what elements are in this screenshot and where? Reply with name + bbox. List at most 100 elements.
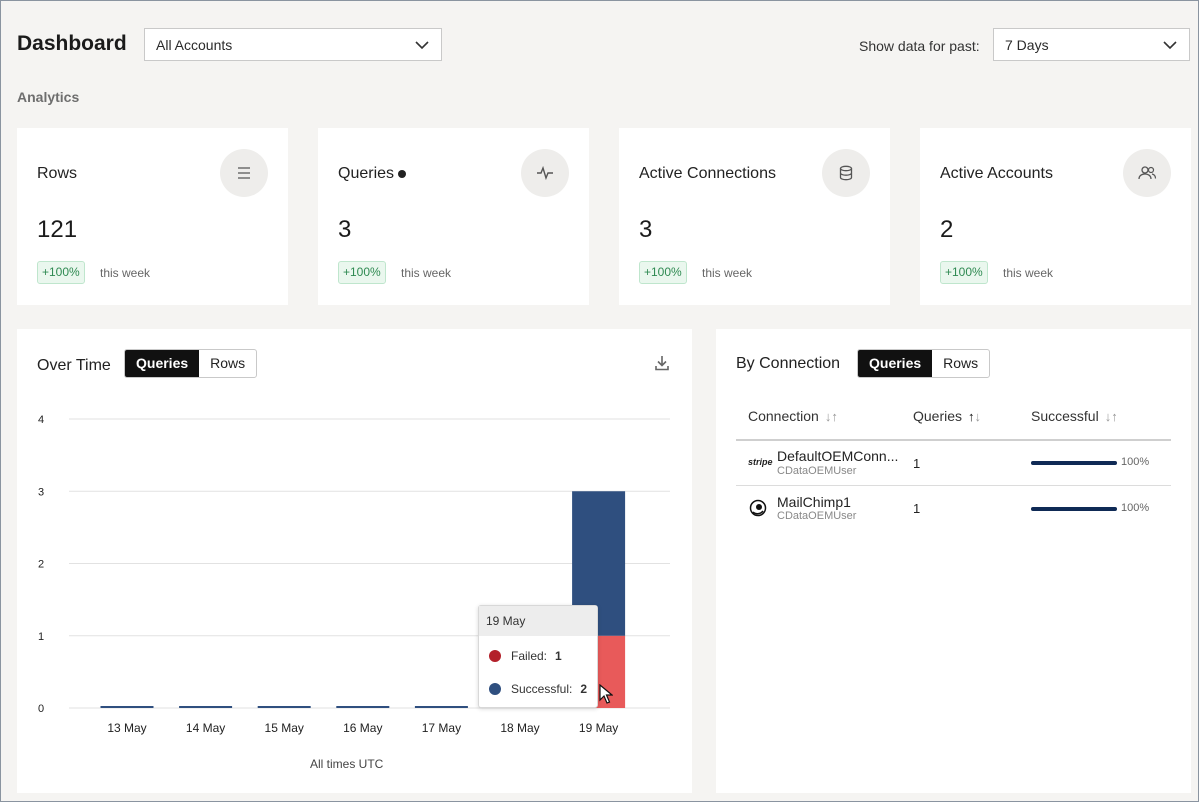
toggle-rows[interactable]: Rows	[210, 355, 246, 371]
kpi-value: 3	[338, 216, 352, 243]
column-header-label: Connection	[748, 408, 819, 424]
pulse-icon	[521, 149, 569, 197]
column-header-connection[interactable]: Connection ↓↑	[748, 408, 838, 424]
toggle-queries[interactable]: Queries	[125, 350, 200, 377]
success-percent: 100%	[1121, 502, 1150, 514]
kpi-badge: +100%	[940, 261, 988, 284]
toggle-queries[interactable]: Queries	[858, 350, 933, 377]
range-label: Show data for past:	[859, 38, 980, 54]
tooltip-label: Failed:	[511, 649, 548, 663]
success-bar-fill	[1031, 507, 1117, 511]
kpi-title: Queries	[338, 165, 407, 183]
tooltip-row-successful: Successful: 2	[489, 682, 587, 696]
info-icon[interactable]	[398, 170, 407, 178]
kpi-period: this week	[401, 266, 452, 280]
connection-name: DefaultOEMConn...	[777, 448, 899, 464]
bar-baseline	[257, 706, 311, 708]
connection-queries: 1	[913, 501, 921, 516]
kpi-value: 3	[639, 216, 653, 243]
stripe-logo: stripe	[748, 457, 773, 467]
bar-baseline	[179, 706, 233, 708]
success-bar	[1031, 507, 1117, 511]
kpi-card-active-accounts: Active Accounts 2 +100% this week	[920, 128, 1191, 305]
bar-baseline	[414, 706, 468, 708]
successful-dot-icon	[489, 683, 501, 695]
bar-baseline	[336, 706, 390, 708]
users-icon	[1123, 149, 1171, 197]
x-tick-label: 15 May	[265, 721, 304, 735]
account-select[interactable]: All Accounts	[144, 28, 442, 61]
connection-user: CDataOEMUser	[777, 510, 857, 522]
bar-baseline	[100, 706, 154, 708]
tooltip-label: Successful:	[511, 682, 573, 696]
tooltip-date: 19 May	[479, 606, 597, 636]
y-tick-label: 1	[38, 631, 44, 643]
by-connection-toggle: Queries Rows	[857, 349, 991, 378]
success-percent: 100%	[1121, 456, 1150, 468]
row-divider	[736, 485, 1171, 486]
kpi-period: this week	[702, 266, 753, 280]
kpi-card-active-connections: Active Connections 3 +100% this week	[619, 128, 890, 305]
queries-over-time-chart: 0 1 2 3 4 13 May 14 May 15 May 16 May 17 May 18 Ma…	[38, 414, 670, 735]
by-connection-card: By Connection Queries Rows Connection ↓↑ …	[716, 329, 1191, 793]
kpi-card-queries: Queries 3 +100% this week	[318, 128, 589, 305]
x-tick-label: 18 May	[500, 721, 539, 735]
cursor-icon	[599, 684, 613, 704]
x-tick-label: 19 May	[579, 721, 618, 735]
sort-icon: ↓↑	[824, 409, 838, 424]
download-icon[interactable]	[654, 355, 670, 371]
kpi-title-text: Queries	[338, 165, 395, 182]
range-select[interactable]: 7 Days	[993, 28, 1190, 61]
by-connection-title: By Connection	[736, 355, 841, 372]
over-time-card: Over Time Queries Rows 0 1 2 3 4 13 May 14 May…	[17, 329, 692, 793]
over-time-title: Over Time	[37, 357, 111, 374]
kpi-badge: +100%	[338, 261, 386, 284]
account-select-value: All Accounts	[156, 36, 233, 53]
top-bar: Dashboard All Accounts Show data for pas…	[1, 1, 1199, 91]
toggle-rows[interactable]: Rows	[943, 355, 979, 371]
kpi-period: this week	[1003, 266, 1054, 280]
y-tick-label: 0	[38, 703, 44, 715]
mailchimp-icon	[749, 499, 767, 517]
kpi-title: Active Connections	[639, 165, 776, 182]
x-tick-label: 17 May	[422, 721, 461, 735]
kpi-badge: +100%	[639, 261, 687, 284]
kpi-period: this week	[100, 266, 151, 280]
success-bar	[1031, 461, 1117, 465]
failed-dot-icon	[489, 650, 501, 662]
sort-active-icon: ↑↓	[968, 409, 982, 424]
tooltip-row-failed: Failed: 1	[489, 649, 562, 663]
kpi-title: Rows	[37, 165, 78, 182]
range-select-value: 7 Days	[1005, 36, 1049, 53]
kpi-title: Active Accounts	[940, 165, 1053, 182]
x-tick-label: 14 May	[186, 721, 225, 735]
column-header-label: Successful	[1031, 408, 1099, 424]
x-tick-label: 13 May	[107, 721, 146, 735]
x-tick-label: 16 May	[343, 721, 382, 735]
y-tick-label: 3	[38, 486, 44, 498]
over-time-toggle: Queries Rows	[124, 349, 258, 378]
chevron-down-icon	[1163, 40, 1177, 49]
sort-icon: ↓↑	[1104, 409, 1118, 424]
y-tick-label: 2	[38, 559, 44, 571]
table-header-divider	[736, 439, 1171, 441]
database-icon	[822, 149, 870, 197]
chart-footer: All times UTC	[310, 757, 384, 771]
connection-user: CDataOEMUser	[777, 465, 857, 477]
y-tick-label: 4	[38, 414, 44, 426]
tooltip-value: 1	[555, 649, 562, 663]
chart-tooltip: 19 May Failed: 1 Successful: 2	[478, 605, 598, 708]
column-header-queries[interactable]: Queries ↑↓	[913, 408, 981, 424]
list-icon	[220, 149, 268, 197]
column-header-successful[interactable]: Successful ↓↑	[1031, 408, 1118, 424]
connection-queries: 1	[913, 456, 921, 471]
tooltip-value: 2	[580, 682, 588, 696]
kpi-card-rows: Rows 121 +100% this week	[17, 128, 288, 305]
kpi-badge: +100%	[37, 261, 85, 284]
kpi-value: 121	[37, 216, 78, 243]
kpi-value: 2	[940, 216, 954, 243]
success-bar-fill	[1031, 461, 1117, 465]
page-title: Dashboard	[17, 32, 127, 55]
column-header-label: Queries	[913, 408, 963, 424]
connection-name: MailChimp1	[777, 494, 851, 510]
